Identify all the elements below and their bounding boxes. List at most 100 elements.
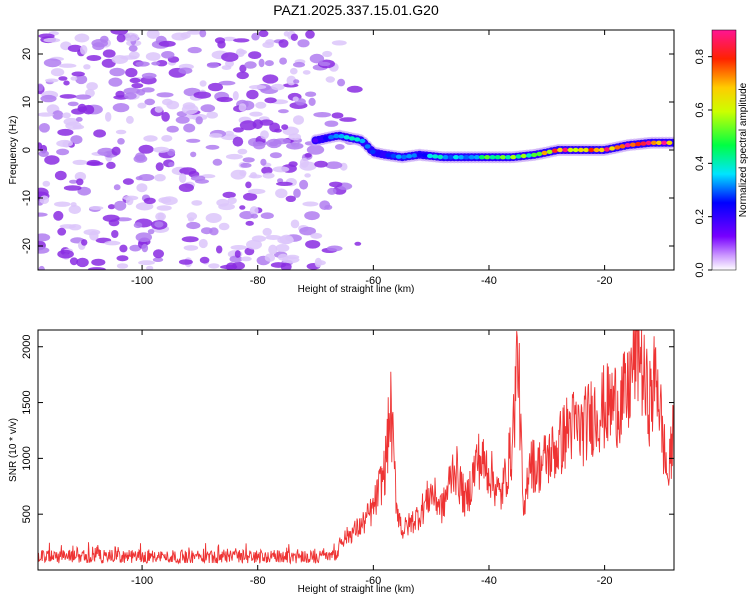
- track-highlight: [349, 136, 355, 141]
- spectrogram-noise-blob: [261, 166, 273, 175]
- spectrogram-noise-blob: [155, 212, 167, 221]
- spectrogram-noise-blob: [89, 206, 104, 210]
- track-highlight: [406, 154, 413, 159]
- track-highlight: [525, 153, 532, 158]
- spectrogram-noise-blob: [193, 91, 212, 99]
- spectrogram-noise-blob: [106, 161, 116, 169]
- spectrogram-noise-blob: [67, 101, 79, 107]
- track-highlight: [567, 147, 574, 153]
- track-highlight: [375, 151, 381, 156]
- track-highlight: [458, 155, 465, 160]
- spectrogram-noise-blob: [154, 174, 166, 182]
- spectrogram-noise-blob: [59, 94, 77, 99]
- spectrogram-noise-blob: [232, 91, 239, 101]
- track-highlight: [645, 140, 652, 146]
- spectrogram-noise-blob: [244, 61, 257, 69]
- track-highlight: [541, 150, 548, 156]
- track-highlight: [505, 155, 512, 160]
- spectrogram-noise-blob: [290, 219, 300, 229]
- y-tick-label: 1000: [21, 446, 33, 470]
- spectrogram-noise-blob: [38, 265, 45, 270]
- spectrogram-noise-blob: [230, 245, 247, 250]
- spectrogram-noise-blob: [186, 221, 201, 230]
- spectrogram-noise-blob: [97, 147, 115, 156]
- spectrogram-noise-blob: [249, 84, 267, 90]
- track-highlight: [520, 153, 527, 159]
- spectrogram-noise-blob: [168, 162, 175, 167]
- spectrogram-noise-blob: [237, 148, 248, 155]
- colorbar-tick-label: 0.2: [694, 209, 706, 224]
- spectrogram-noise-blob: [205, 144, 220, 150]
- spectrogram-noise-blob: [68, 224, 82, 231]
- spectrogram-noise-blob: [62, 112, 71, 119]
- spectrogram-y-label: Frequency (Hz): [8, 116, 19, 185]
- y-tick-label: 0: [21, 147, 33, 153]
- spectrogram-noise-blob: [199, 30, 207, 38]
- spectrogram-noise-blob: [102, 49, 116, 58]
- spectrogram-noise-blob: [178, 173, 187, 184]
- spectrogram-noise-blob: [38, 246, 50, 254]
- spectrogram-noise-blob: [327, 187, 337, 195]
- track-highlight: [453, 155, 459, 160]
- track-highlight: [499, 155, 506, 160]
- spectrogram-noise-blob: [258, 30, 269, 38]
- spectrogram-noise-blob: [292, 96, 299, 102]
- spectrogram-noise-blob: [249, 111, 263, 117]
- spectrogram-noise-blob: [186, 138, 201, 143]
- track-highlight: [629, 142, 636, 147]
- track-highlight: [401, 154, 407, 160]
- x-tick-label: -60: [365, 275, 381, 287]
- spectrogram-noise-blob: [72, 159, 88, 165]
- y-tick-label: 1500: [21, 390, 33, 414]
- spectrogram-noise-blob: [198, 238, 208, 249]
- spectrogram-noise-blob: [248, 51, 262, 59]
- spectrogram-noise-blob: [113, 184, 121, 191]
- spectrogram-noise-blob: [114, 200, 127, 211]
- spectrogram-noise-blob: [143, 197, 156, 204]
- spectrogram-noise-blob: [68, 205, 82, 214]
- track-highlight: [421, 153, 428, 158]
- spectrogram-noise-blob: [102, 214, 120, 222]
- spectrogram-noise-blob: [278, 39, 289, 48]
- track-highlight: [479, 155, 485, 160]
- spectrogram-noise-blob: [38, 212, 48, 217]
- spectrogram-noise-blob: [175, 116, 190, 124]
- spectrogram-noise-blob: [200, 104, 216, 113]
- spectrogram-noise-blob: [299, 179, 309, 190]
- spectrogram-noise-blob: [262, 172, 275, 179]
- snr-background: [38, 330, 674, 570]
- spectrogram-noise-blob: [246, 239, 262, 250]
- spectrogram-noise-blob: [251, 32, 260, 41]
- spectrogram-noise-blob: [135, 232, 152, 242]
- track-highlight: [635, 141, 642, 147]
- spectrogram-noise-blob: [286, 75, 297, 86]
- spectrogram-noise-blob: [304, 173, 311, 178]
- track-highlight: [322, 136, 329, 141]
- track-highlight: [473, 155, 480, 160]
- track-highlight: [328, 135, 335, 140]
- spectrogram-noise-blob: [248, 174, 263, 179]
- spectrogram-noise-blob: [238, 103, 247, 112]
- spectrogram-noise-blob: [258, 58, 265, 68]
- track-highlight: [437, 154, 444, 160]
- spectrogram-noise-blob: [277, 178, 284, 184]
- track-highlight: [484, 155, 491, 160]
- spectrogram-noise-blob: [221, 52, 239, 62]
- spectrogram-noise-blob: [152, 257, 164, 263]
- spectrogram-noise-blob: [161, 135, 173, 142]
- spectrogram-noise-blob: [232, 136, 244, 147]
- spectrogram-noise-blob: [299, 226, 316, 236]
- colorbar-tick-label: 0.0: [694, 262, 706, 277]
- snr-series-line: [38, 330, 674, 565]
- track-highlight: [593, 147, 600, 153]
- spectrogram-noise-blob: [105, 112, 112, 122]
- spectrogram-noise-blob: [93, 129, 106, 138]
- track-highlight: [609, 146, 616, 151]
- spectrogram-noise-blob: [305, 240, 321, 249]
- spectrogram-noise-blob: [264, 97, 277, 104]
- colorbar-label: Normalized spectral amplitude: [738, 82, 749, 217]
- spectrogram-noise-blob: [155, 162, 164, 172]
- spectrogram-noise-blob: [57, 249, 74, 259]
- spectrogram-noise-blob: [125, 67, 138, 78]
- spectrogram-noise-blob: [245, 181, 252, 189]
